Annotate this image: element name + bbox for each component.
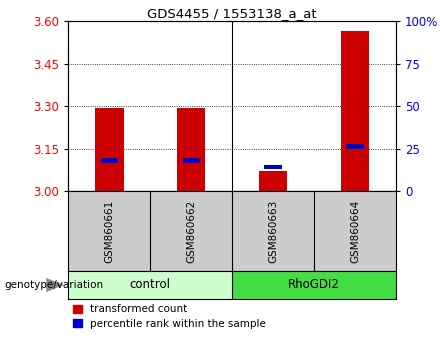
Bar: [264, 165, 282, 169]
Bar: [341, 31, 369, 191]
Text: GSM860664: GSM860664: [350, 199, 360, 263]
Bar: [232, 271, 396, 299]
Title: GDS4455 / 1553138_a_at: GDS4455 / 1553138_a_at: [147, 7, 317, 20]
Bar: [183, 158, 200, 163]
Bar: [259, 171, 287, 191]
Bar: [95, 108, 124, 191]
Text: GSM860662: GSM860662: [186, 199, 196, 263]
Bar: [101, 158, 118, 163]
Text: control: control: [130, 279, 171, 291]
Text: genotype/variation: genotype/variation: [4, 280, 103, 290]
Text: RhoGDI2: RhoGDI2: [288, 279, 340, 291]
Bar: [346, 144, 363, 149]
Text: GSM860663: GSM860663: [268, 199, 278, 263]
Legend: transformed count, percentile rank within the sample: transformed count, percentile rank withi…: [70, 301, 269, 332]
Text: GSM860661: GSM860661: [104, 199, 114, 263]
Bar: [68, 271, 232, 299]
Polygon shape: [46, 278, 64, 292]
Bar: [177, 108, 205, 191]
